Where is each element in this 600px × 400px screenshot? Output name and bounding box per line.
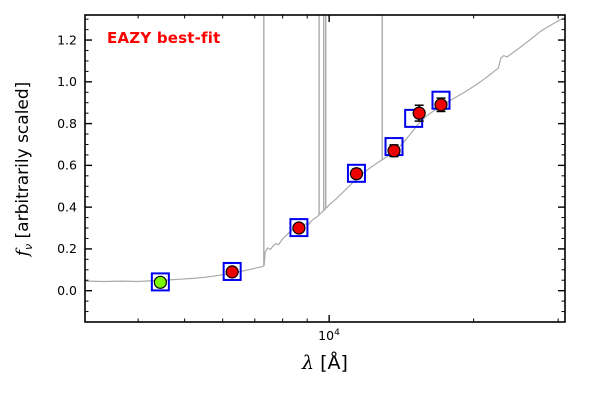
photometry-point	[412, 106, 426, 120]
photometry-point	[225, 265, 239, 279]
model-flux-square	[150, 272, 170, 292]
y-tick-label: 0.4	[57, 199, 77, 214]
y-tick-label: 0.0	[57, 283, 77, 298]
model-flux-square	[222, 261, 242, 281]
plot-frame	[84, 14, 566, 323]
legend-label: EAZY best-fit	[107, 29, 221, 47]
photometry-point	[349, 167, 364, 181]
y-tick-label: 0.6	[57, 158, 77, 173]
spectrum-group	[85, 15, 565, 283]
y-tick-label: 0.2	[57, 241, 77, 256]
x-axis-label: λ [Å]	[302, 352, 348, 374]
y-tick-label: 0.8	[57, 116, 77, 131]
y-tick-label: 1.2	[57, 32, 77, 47]
spectrum-line	[85, 16, 565, 283]
y-axis-label: fν [arbitrarily scaled]	[12, 81, 36, 257]
photometry-point	[387, 144, 401, 158]
model-flux-square	[289, 218, 309, 238]
x-tick-label: 104	[318, 328, 340, 344]
y-tick-label: 1.0	[57, 74, 77, 89]
photometry-point	[434, 98, 448, 112]
photometry-point	[153, 275, 167, 289]
model-flux-square	[346, 163, 366, 183]
photometry-point	[292, 221, 306, 235]
